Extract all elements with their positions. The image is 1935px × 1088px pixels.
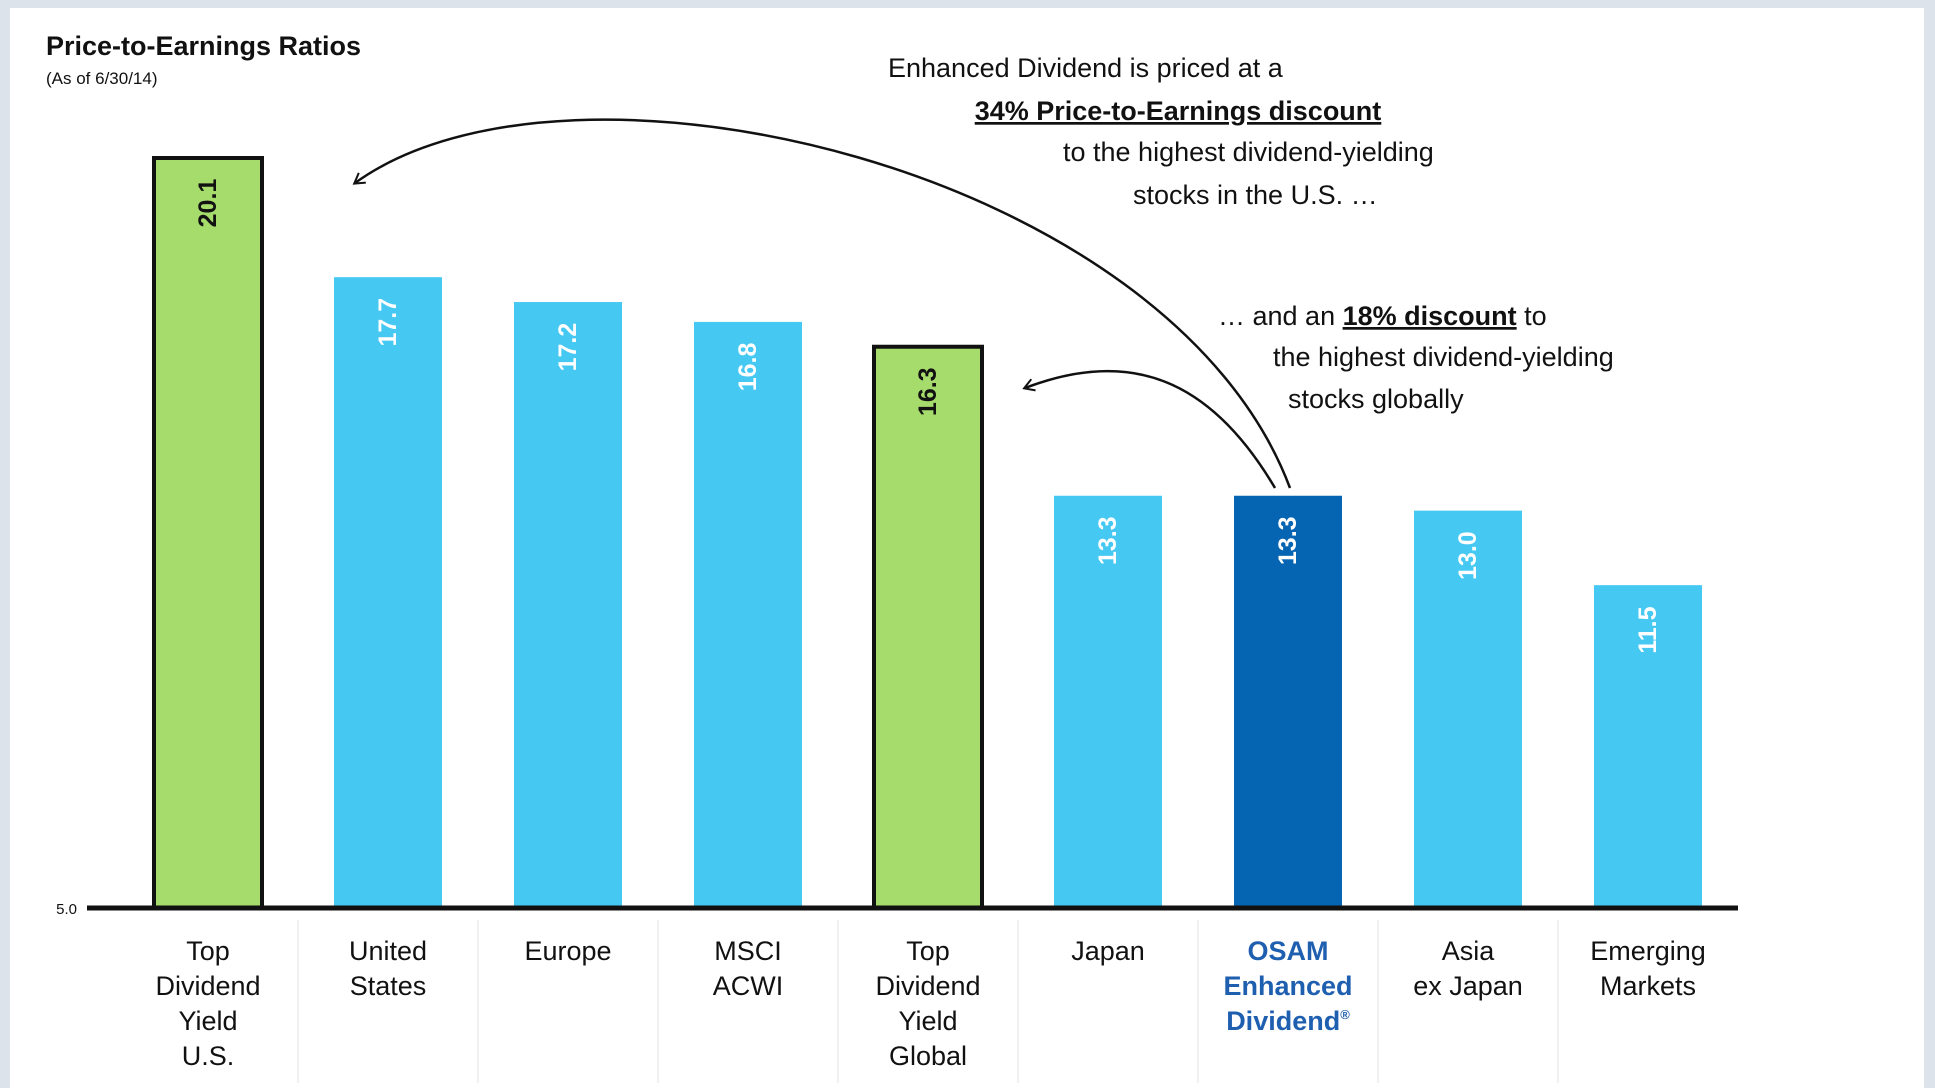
- chart-title: Price-to-Earnings Ratios: [46, 31, 361, 61]
- bar-8: [1594, 585, 1702, 908]
- annotation-us-line1: Enhanced Dividend is priced at a: [888, 53, 1284, 83]
- bars-group: 20.1 17.7 17.2 16.8 16.3 13.3 13.3 13.0 11.5: [152, 156, 1702, 911]
- bar-6: [1234, 495, 1342, 908]
- bar-3: [694, 321, 802, 908]
- bar-value-label-0: 20.1: [194, 179, 222, 228]
- bar-value-label-4: 16.3: [914, 367, 942, 416]
- annotation-us-line4: stocks in the U.S. …: [1133, 180, 1378, 210]
- bar-value-label-2: 17.2: [554, 323, 582, 372]
- category-label-1-line-0: United: [349, 936, 427, 966]
- category-label-0-line-1: Dividend: [155, 971, 260, 1001]
- category-label-8-line-0: Emerging: [1590, 936, 1706, 966]
- category-label-0-line-3: U.S.: [182, 1041, 235, 1071]
- bar-value-label-6: 13.3: [1274, 516, 1302, 565]
- annotation-global-post: to: [1517, 301, 1547, 331]
- bar-4: [872, 344, 984, 911]
- annotation-global-line1: … and an 18% discount to: [1218, 301, 1547, 331]
- annotation-global-bold: 18% discount: [1343, 301, 1517, 331]
- category-label-6-line-1: Enhanced: [1223, 971, 1352, 1001]
- bar-0: [152, 156, 264, 910]
- bar-value-label-8: 11.5: [1634, 606, 1662, 653]
- category-label-6-line-2: Dividend®: [1226, 1006, 1350, 1036]
- category-label-4-line-0: Top: [906, 936, 950, 966]
- category-label-2-line-0: Europe: [524, 936, 611, 966]
- category-label-7-line-1: ex Japan: [1413, 971, 1523, 1001]
- bar-value-label-3: 16.8: [734, 342, 762, 391]
- category-label-8-line-1: Markets: [1600, 971, 1696, 1001]
- chart-subtitle: (As of 6/30/14): [46, 69, 158, 88]
- bar-value-label-7: 13.0: [1454, 531, 1482, 580]
- category-labels: Top Dividend Yield U.S. United States Europe MS…: [155, 936, 1705, 1071]
- registered-mark: ®: [1340, 1007, 1350, 1022]
- annotation-global-line2: the highest dividend-yielding: [1273, 342, 1614, 372]
- chart-frame: Price-to-Earnings Ratios (As of 6/30/14)…: [10, 8, 1924, 1088]
- category-label-3-line-1: ACWI: [713, 971, 784, 1001]
- category-label-6-line-0: OSAM: [1248, 936, 1329, 966]
- category-label-4-line-2: Yield: [898, 1006, 957, 1036]
- arrow-to-top-dividend-global: [1022, 369, 1277, 489]
- category-label-5-line-0: Japan: [1071, 936, 1145, 966]
- bar-1: [334, 277, 442, 908]
- annotation-global-pre: … and an: [1218, 301, 1343, 331]
- arrow-to-top-dividend-us: [352, 118, 1292, 489]
- category-label-4-line-1: Dividend: [875, 971, 980, 1001]
- annotation-global-line3: stocks globally: [1288, 384, 1464, 414]
- annotation-global: … and an 18% discount to the highest div…: [1218, 301, 1614, 414]
- pe-ratio-chart: Price-to-Earnings Ratios (As of 6/30/14)…: [46, 31, 1738, 1083]
- bar-value-label-5: 13.3: [1094, 516, 1122, 565]
- annotation-us-line2: 34% Price-to-Earnings discount: [975, 96, 1382, 126]
- category-label-3-line-0: MSCI: [714, 936, 782, 966]
- category-separators: [297, 920, 1559, 1083]
- annotation-us-line3: to the highest dividend-yielding: [1063, 137, 1434, 167]
- annotation-us: Enhanced Dividend is priced at a 34% Pri…: [888, 53, 1434, 210]
- category-label-0-line-0: Top: [186, 936, 230, 966]
- category-label-0-line-2: Yield: [178, 1006, 237, 1036]
- category-label-7-line-0: Asia: [1442, 936, 1496, 966]
- bar-5: [1054, 495, 1162, 908]
- category-label-1-line-1: States: [350, 971, 427, 1001]
- category-label-4-line-3: Global: [889, 1041, 967, 1071]
- bar-value-label-1: 17.7: [374, 298, 402, 347]
- bar-7: [1414, 510, 1522, 908]
- bar-2: [514, 302, 622, 908]
- y-tick-label: 5.0: [56, 901, 77, 918]
